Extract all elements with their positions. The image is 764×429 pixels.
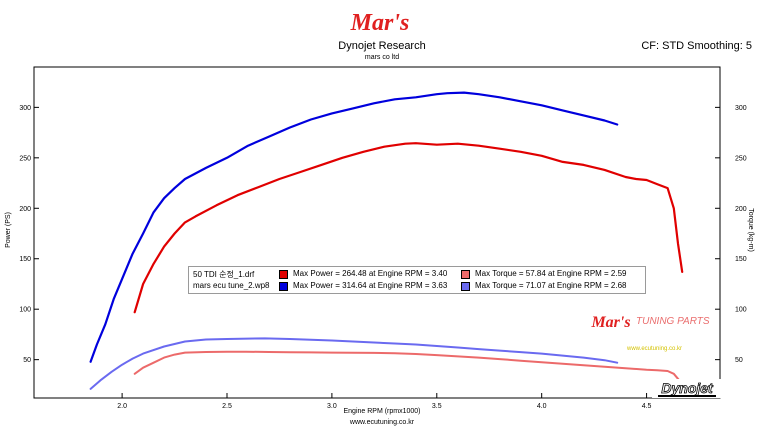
y-tick-label-left: 50: [23, 357, 31, 364]
website-url: www.ecutuning.co.kr: [349, 419, 415, 426]
legend-max-torque: Max Torque = 57.84 at Engine RPM = 2.59: [475, 269, 627, 278]
mars-logo-text: Mar's: [350, 10, 410, 36]
y-tick-label-left: 150: [19, 256, 31, 263]
dynojet-logo-text: Dynojet: [661, 380, 714, 396]
y-tick-label-right: 200: [735, 206, 747, 213]
legend-row: mars ecu tune_2.wp8 Max Power = 314.64 a…: [189, 280, 645, 292]
x-tick-label: 3.5: [432, 403, 442, 410]
y-axis-label-right: Torque (kg-m): [747, 208, 754, 252]
legend-swatch-power: [279, 282, 288, 291]
power-series-line: [133, 142, 684, 314]
torque-series-line: [89, 337, 619, 390]
y-tick-label-right: 50: [735, 357, 743, 364]
x-tick-label: 2.5: [222, 403, 232, 410]
legend: 50 TDI 순정_1.drf Max Power = 264.48 at En…: [188, 266, 646, 294]
mars-watermark-logo-text: Mar's: [590, 314, 630, 331]
dynojet-logo: Dynojet: [652, 379, 722, 398]
legend-swatch-power: [279, 270, 288, 279]
legend-max-power: Max Power = 264.48 at Engine RPM = 3.40: [293, 269, 448, 278]
x-ticks: 2.0 2.5 3.0 3.5 4.0 4.5: [117, 393, 652, 410]
chart-subtitle: mars co ltd: [364, 54, 400, 61]
legend-file: 50 TDI 순정_1.drf: [193, 270, 255, 279]
x-tick-label: 3.0: [327, 403, 337, 410]
legend-row: 50 TDI 순정_1.drf Max Power = 264.48 at En…: [189, 268, 645, 280]
y-tick-label-left: 100: [19, 307, 31, 314]
chart-title: Dynojet Research: [338, 40, 426, 52]
y-tick-label-left: 250: [19, 155, 31, 162]
legend-max-torque: Max Torque = 71.07 at Engine RPM = 2.68: [475, 281, 627, 290]
legend-swatch-torque: [461, 270, 470, 279]
mars-watermark-logo: Mar's: [590, 314, 630, 331]
tuning-parts-watermark: TUNING PARTS: [636, 316, 710, 327]
plot-area: [33, 66, 721, 399]
y-tick-label-right: 100: [735, 307, 747, 314]
torque-series-line: [133, 350, 684, 385]
y-tick-label-left: 200: [19, 206, 31, 213]
x-tick-label: 4.5: [642, 403, 652, 410]
y-tick-label-right: 250: [735, 155, 747, 162]
legend-file: mars ecu tune_2.wp8: [193, 281, 270, 290]
series-layer: [89, 91, 684, 390]
y-ticks-right: 50 100 150 200 250 300: [715, 105, 747, 364]
correction-factor: CF: STD Smoothing: 5: [641, 40, 752, 52]
legend-max-power: Max Power = 314.64 at Engine RPM = 3.63: [293, 281, 448, 290]
y-axis-label-left: Power (PS): [5, 212, 12, 248]
legend-swatch-torque: [461, 282, 470, 291]
y-tick-label-left: 300: [19, 105, 31, 112]
y-ticks-left: 50 100 150 200 250 300: [19, 105, 39, 364]
y-tick-label-right: 150: [735, 256, 747, 263]
mars-logo: Mar's: [350, 10, 410, 36]
url-watermark: www.ecutuning.co.kr: [627, 346, 683, 352]
power-series-line: [89, 91, 619, 363]
x-axis-label: Engine RPM (rpmx1000): [343, 408, 421, 415]
y-tick-label-right: 300: [735, 105, 747, 112]
x-tick-label: 2.0: [117, 403, 127, 410]
x-tick-label: 4.0: [537, 403, 547, 410]
